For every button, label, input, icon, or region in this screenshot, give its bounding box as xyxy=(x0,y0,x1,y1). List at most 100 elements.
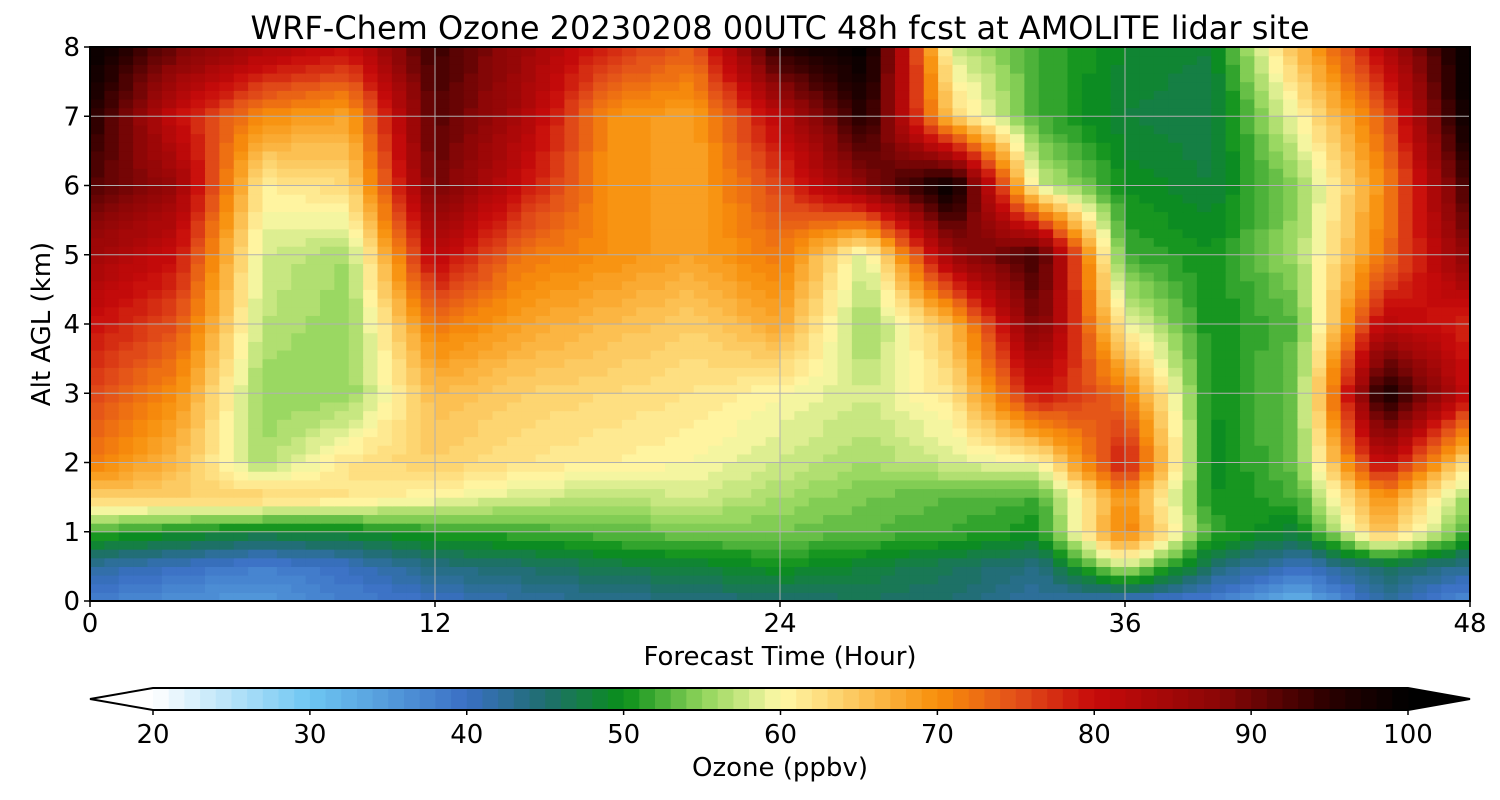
heatmap-cell xyxy=(449,150,465,161)
heatmap-cell xyxy=(1139,332,1155,342)
heatmap-cell xyxy=(837,393,853,403)
heatmap-cell xyxy=(1455,341,1470,351)
heatmap-cell xyxy=(1369,220,1385,230)
heatmap-cell xyxy=(550,194,565,204)
heatmap-cell xyxy=(1254,298,1270,308)
heatmap-cell xyxy=(736,540,752,550)
heatmap-cell xyxy=(1225,531,1241,542)
heatmap-cell xyxy=(506,497,522,507)
heatmap-cell xyxy=(1412,427,1428,438)
heatmap-cell xyxy=(650,358,666,368)
heatmap-cell xyxy=(866,488,882,498)
heatmap-cell xyxy=(1053,168,1069,178)
heatmap-cell xyxy=(449,471,465,481)
heatmap-cell xyxy=(564,246,580,256)
heatmap-cell xyxy=(1225,367,1241,377)
heatmap-cell xyxy=(420,471,436,481)
heatmap-cell xyxy=(880,393,896,403)
heatmap-cell xyxy=(1268,410,1284,420)
heatmap-cell xyxy=(478,410,494,420)
heatmap-cell xyxy=(923,375,939,386)
heatmap-cell xyxy=(708,549,724,559)
heatmap-cell xyxy=(736,176,752,187)
heatmap-cell xyxy=(679,246,695,256)
heatmap-cell xyxy=(506,488,522,498)
heatmap-cell xyxy=(1096,202,1112,213)
heatmap-cell xyxy=(1153,583,1169,593)
heatmap-cell xyxy=(765,324,781,334)
heatmap-cell xyxy=(1283,592,1299,601)
heatmap-cell xyxy=(1441,254,1457,265)
heatmap-cell xyxy=(1268,453,1284,464)
heatmap-cell xyxy=(1153,557,1169,567)
heatmap-cell xyxy=(377,479,393,490)
heatmap-cell xyxy=(1081,298,1097,308)
heatmap-cell xyxy=(1268,341,1284,351)
heatmap-cell xyxy=(578,583,594,593)
heatmap-cell xyxy=(1383,280,1399,290)
heatmap-cell xyxy=(262,332,278,342)
heatmap-cell xyxy=(1153,341,1169,351)
heatmap-cell xyxy=(463,540,479,550)
heatmap-cell xyxy=(722,358,738,368)
heatmap-cell xyxy=(1412,176,1428,187)
heatmap-cell xyxy=(291,462,307,472)
heatmap-cell xyxy=(219,185,235,195)
heatmap-cell xyxy=(190,505,206,516)
heatmap-cell xyxy=(636,375,652,386)
heatmap-cell xyxy=(104,358,120,368)
heatmap-cell xyxy=(1196,272,1212,282)
heatmap-cell xyxy=(435,592,450,601)
heatmap-cell xyxy=(593,254,609,265)
heatmap-cell xyxy=(435,263,450,273)
heatmap-cell xyxy=(348,358,364,368)
heatmap-cell xyxy=(621,176,637,187)
heatmap-cell xyxy=(420,349,436,360)
heatmap-cell xyxy=(1326,471,1342,481)
heatmap-cell xyxy=(1283,280,1299,290)
heatmap-cell xyxy=(205,176,220,187)
heatmap-cell xyxy=(1297,202,1313,213)
heatmap-cell xyxy=(751,505,767,516)
heatmap-cell xyxy=(708,557,724,567)
heatmap-cell xyxy=(377,384,393,394)
heatmap-cell xyxy=(334,150,350,161)
heatmap-cell xyxy=(506,514,522,524)
heatmap-cell xyxy=(1283,453,1299,464)
heatmap-cell xyxy=(233,150,249,161)
heatmap-cell xyxy=(521,272,537,282)
heatmap-cell xyxy=(1053,332,1069,342)
heatmap-cell xyxy=(406,211,422,221)
heatmap-cell xyxy=(1297,159,1313,169)
heatmap-cell xyxy=(363,272,379,282)
heatmap-cell xyxy=(851,298,867,308)
heatmap-cell xyxy=(219,237,235,247)
heatmap-cell xyxy=(391,566,407,576)
heatmap-cell xyxy=(1412,401,1428,412)
heatmap-cell xyxy=(276,505,292,516)
heatmap-cell xyxy=(1211,202,1227,213)
heatmap-cell xyxy=(995,523,1011,533)
heatmap-cell xyxy=(923,358,939,368)
heatmap-cell xyxy=(406,401,422,412)
heatmap-cell xyxy=(320,471,335,481)
heatmap-cell xyxy=(1412,575,1428,585)
heatmap-cell xyxy=(880,410,896,420)
heatmap-cell xyxy=(966,185,982,195)
heatmap-cell xyxy=(535,150,551,161)
heatmap-cell xyxy=(780,583,795,593)
heatmap-cell xyxy=(1010,159,1025,169)
heatmap-cell xyxy=(535,298,551,308)
heatmap-cell xyxy=(866,324,882,334)
heatmap-cell xyxy=(1053,479,1069,490)
heatmap-cell xyxy=(1067,246,1083,256)
heatmap-cell xyxy=(492,419,508,429)
heatmap-cell xyxy=(1455,384,1470,394)
heatmap-cell xyxy=(1139,254,1155,265)
heatmap-cell xyxy=(1283,393,1299,403)
heatmap-cell xyxy=(1355,176,1370,187)
heatmap-cell xyxy=(478,427,494,438)
heatmap-cell xyxy=(995,194,1011,204)
heatmap-cell xyxy=(866,427,882,438)
heatmap-cell xyxy=(1283,185,1299,195)
